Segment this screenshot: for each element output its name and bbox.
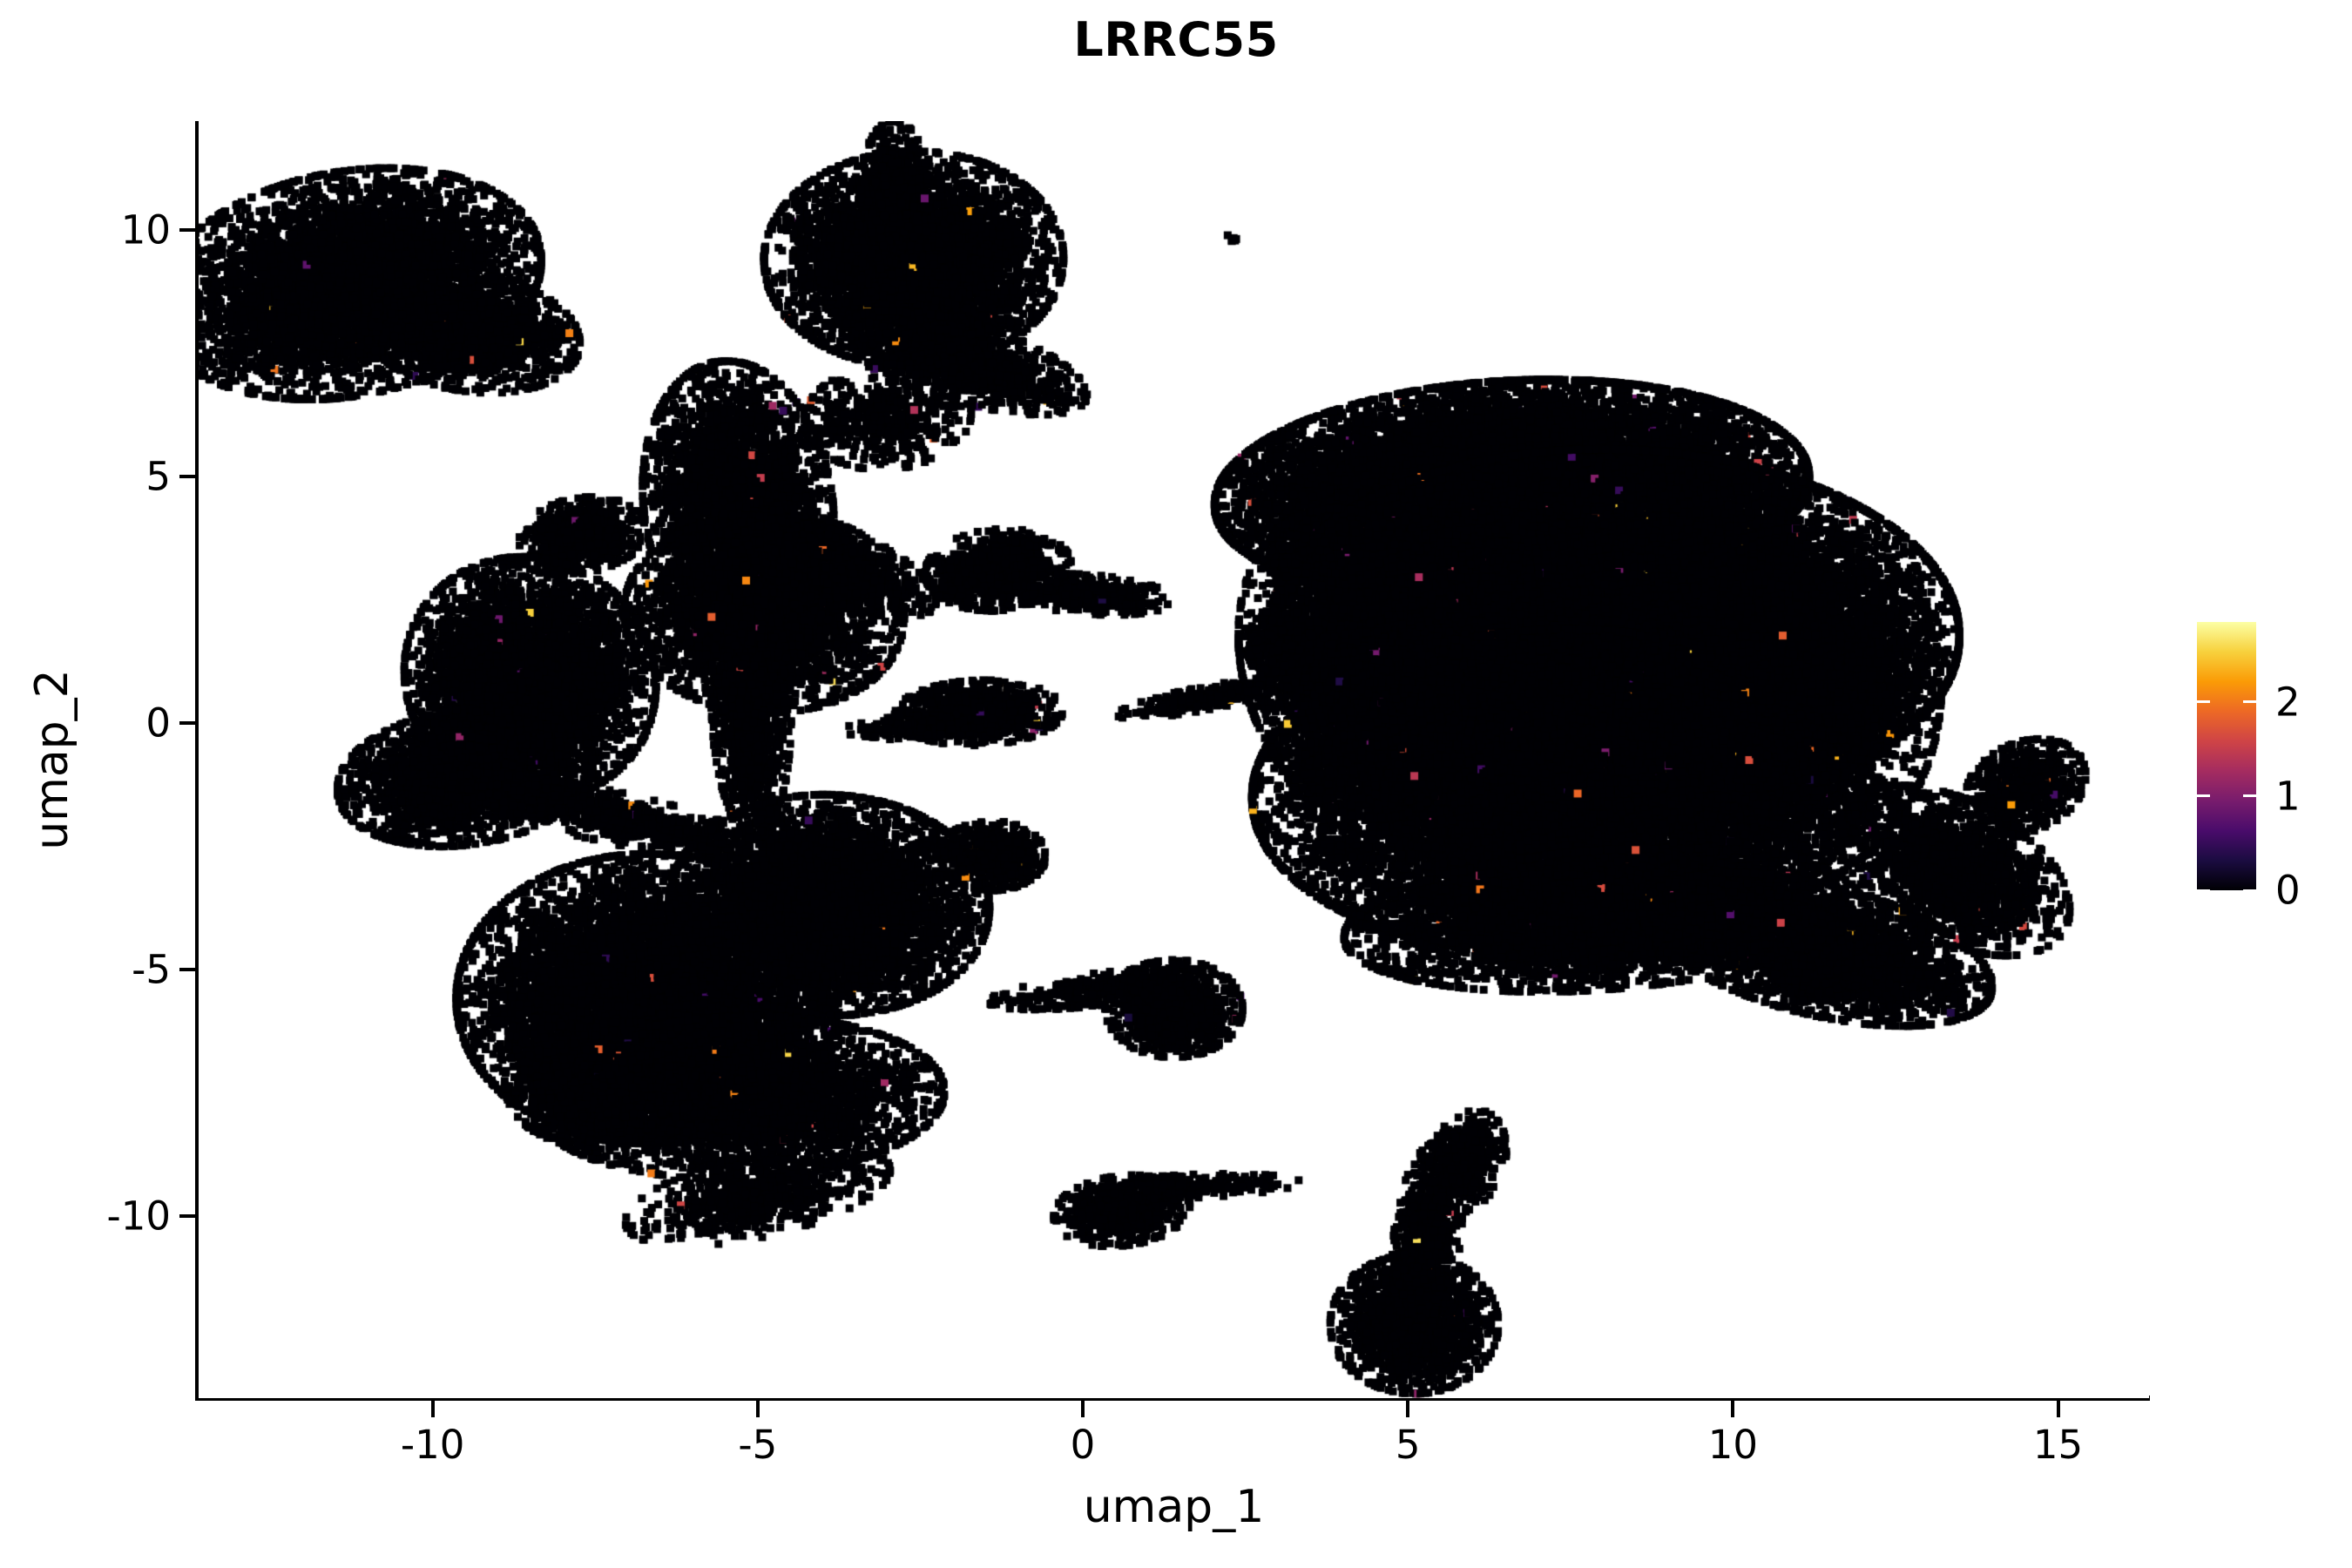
x-tick-mark — [1081, 1401, 1085, 1417]
x-tick-mark — [1406, 1401, 1410, 1417]
y-axis-label: umap_2 — [26, 669, 78, 850]
x-axis-spine — [195, 1396, 2150, 1401]
x-tick-label: 15 — [2032, 1422, 2084, 1468]
colorbar-tick-label: 0 — [2275, 867, 2301, 914]
y-tick-label: 0 — [145, 700, 171, 747]
y-tick-label: 10 — [120, 206, 171, 253]
x-tick-mark — [755, 1401, 760, 1417]
colorbar-tick-label: 1 — [2275, 773, 2301, 820]
colorbar — [2197, 622, 2256, 892]
x-tick-label: 10 — [1707, 1422, 1758, 1468]
colorbar-gradient — [2197, 622, 2256, 890]
y-tick-label: 5 — [145, 453, 171, 500]
x-tick-label: -5 — [738, 1422, 778, 1468]
y-axis-spine — [195, 121, 199, 1401]
page-title: LRRC55 — [1073, 12, 1279, 67]
y-tick-mark — [179, 720, 196, 725]
colorbar-tick-label: 2 — [2275, 679, 2301, 726]
x-tick-mark — [2056, 1401, 2060, 1417]
x-tick-mark — [1731, 1401, 1735, 1417]
y-tick-mark — [179, 1213, 196, 1218]
x-tick-label: -10 — [400, 1422, 465, 1468]
y-tick-mark — [179, 967, 196, 971]
x-axis-label: umap_1 — [1083, 1481, 1265, 1533]
x-tick-label: 5 — [1395, 1422, 1421, 1468]
x-tick-label: 0 — [1070, 1422, 1096, 1468]
scatter-canvas — [199, 121, 2149, 1398]
x-tick-mark — [430, 1401, 435, 1417]
y-tick-mark — [179, 227, 196, 232]
plot-area — [199, 121, 2149, 1398]
y-tick-mark — [179, 474, 196, 478]
y-tick-label: -10 — [106, 1193, 172, 1240]
y-tick-label: -5 — [132, 946, 171, 993]
